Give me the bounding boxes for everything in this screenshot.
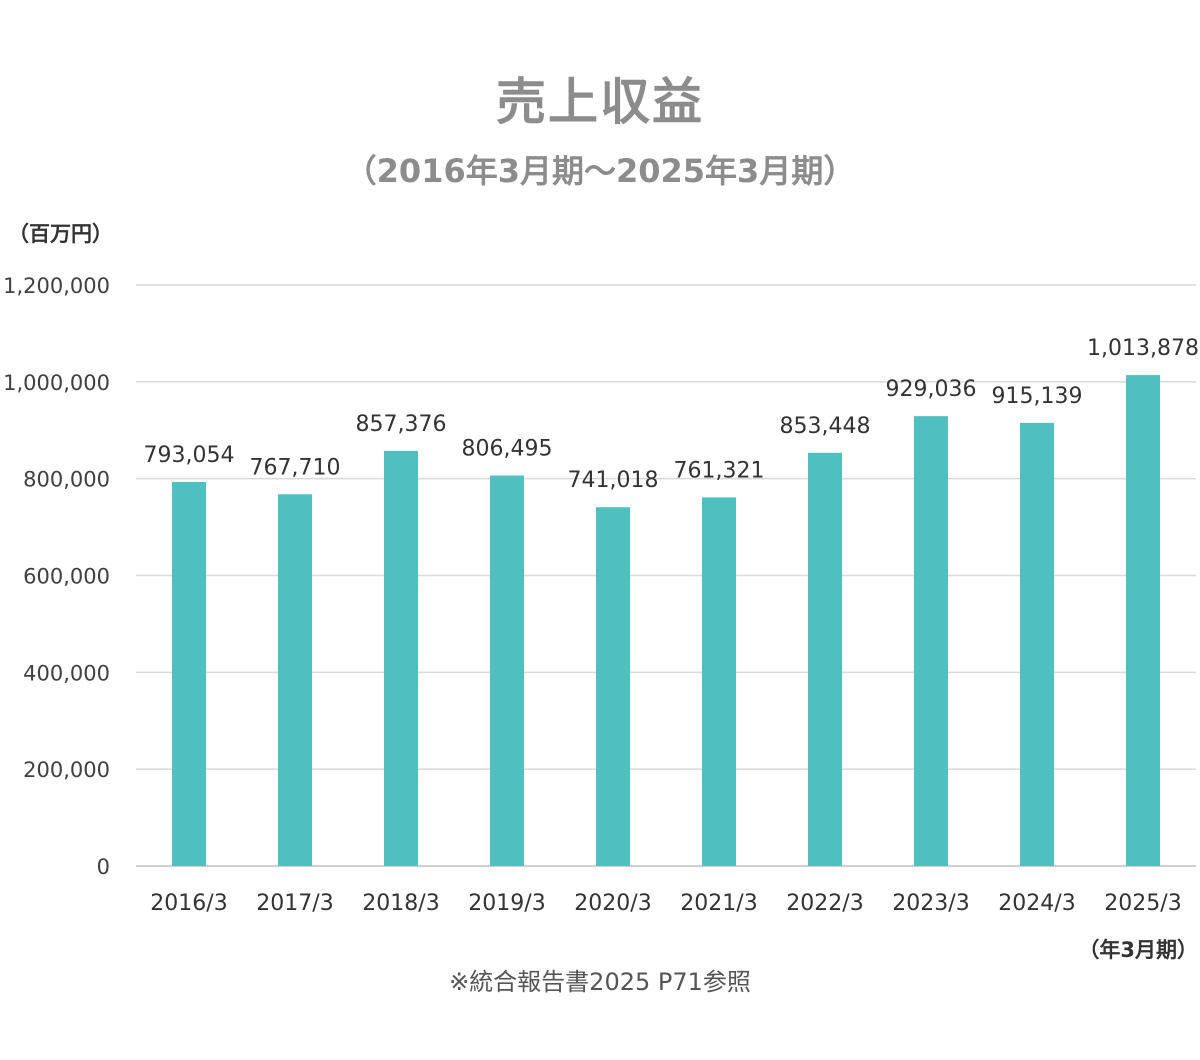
x-tick-label: 2024/3 xyxy=(998,891,1075,916)
data-label: 806,495 xyxy=(462,437,553,462)
x-tick-label: 2022/3 xyxy=(786,891,863,916)
x-axis-ticks: 2016/3 2017/3 2018/3 2019/3 2020/3 2021/3 2022… xyxy=(150,891,1181,916)
bars xyxy=(172,375,1160,866)
bar xyxy=(1020,422,1054,866)
x-tick-label: 2018/3 xyxy=(362,891,439,916)
y-tick-label: 1,000,000 xyxy=(3,371,110,395)
y-tick-label: 0 xyxy=(97,855,110,879)
bar xyxy=(702,497,736,866)
y-tick-label: 400,000 xyxy=(23,661,110,685)
x-tick-label: 2023/3 xyxy=(892,891,969,916)
data-label: 853,448 xyxy=(780,414,871,439)
gridlines xyxy=(136,284,1196,867)
bar xyxy=(384,450,418,866)
data-labels: 793,054 767,710 857,376 806,495 741,018 761,3… xyxy=(144,336,1199,493)
bar xyxy=(172,482,206,866)
chart-subtitle: （2016年3月期～2025年3月期） xyxy=(344,152,856,190)
x-tick-label: 2025/3 xyxy=(1104,891,1181,916)
data-label: 1,013,878 xyxy=(1087,336,1199,361)
bar xyxy=(914,416,948,866)
data-label: 761,321 xyxy=(674,458,765,483)
x-tick-label: 2020/3 xyxy=(574,891,651,916)
data-label: 767,710 xyxy=(250,455,341,480)
y-tick-label: 800,000 xyxy=(23,468,110,492)
y-axis-unit-label: （百万円） xyxy=(8,222,113,246)
x-axis-unit-label: （年3月期） xyxy=(1078,938,1198,962)
y-tick-label: 600,000 xyxy=(23,565,110,589)
y-tick-label: 200,000 xyxy=(23,758,110,782)
y-tick-label: 1,200,000 xyxy=(3,274,110,298)
bar xyxy=(596,507,630,866)
data-label: 741,018 xyxy=(568,468,659,493)
x-tick-label: 2019/3 xyxy=(468,891,545,916)
bar xyxy=(490,475,524,866)
chart-title: 売上収益 xyxy=(496,73,704,131)
data-label: 929,036 xyxy=(886,377,977,402)
data-label: 915,139 xyxy=(992,384,1083,409)
x-tick-label: 2016/3 xyxy=(150,891,227,916)
x-tick-label: 2021/3 xyxy=(680,891,757,916)
data-label: 793,054 xyxy=(144,443,235,468)
x-tick-label: 2017/3 xyxy=(256,891,333,916)
bar xyxy=(808,452,842,866)
bar xyxy=(278,494,312,866)
y-axis-ticks: 0 200,000 400,000 600,000 800,000 1,000,000 1,… xyxy=(3,274,110,879)
data-label: 857,376 xyxy=(356,412,447,437)
source-note: ※統合報告書2025 P71参照 xyxy=(449,968,751,996)
bar xyxy=(1126,375,1160,866)
